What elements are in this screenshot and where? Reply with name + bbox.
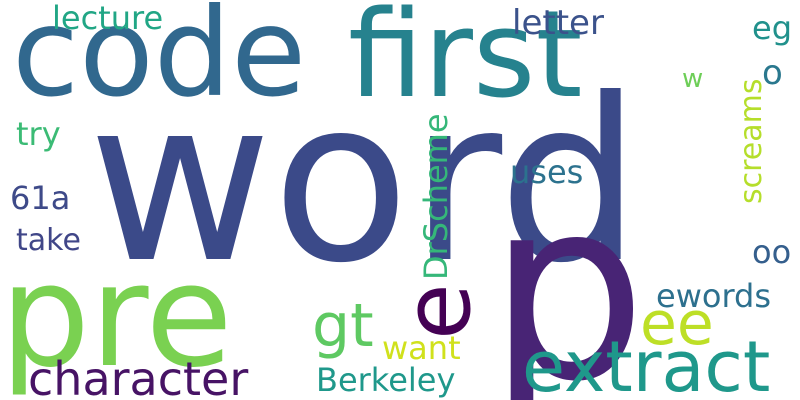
word-take: take	[16, 223, 81, 258]
word-ewords: ewords	[656, 277, 772, 315]
word-p: p	[488, 145, 647, 400]
word-code: code	[12, 0, 307, 124]
word-oo: oo	[752, 233, 792, 271]
word-61a: 61a	[10, 179, 71, 217]
word-screams-vertical: screams	[734, 78, 769, 205]
word-first: first	[348, 0, 583, 125]
word-character: character	[28, 352, 249, 400]
word-uses: uses	[510, 153, 584, 191]
word-try: try	[16, 115, 61, 153]
word-w: w	[682, 64, 704, 94]
word-pre: pre	[0, 234, 233, 399]
word-word: word	[88, 51, 642, 313]
word-eg: eg	[752, 9, 792, 47]
word-o: o	[762, 53, 783, 93]
word-want: want	[382, 329, 461, 367]
word-lecture: lecture	[52, 0, 164, 37]
word-berkeley: Berkeley	[316, 361, 456, 399]
word-gt: gt	[312, 291, 374, 361]
word-letter: letter	[512, 3, 604, 43]
word-ee: ee	[640, 289, 714, 359]
word-extract: extract	[522, 326, 771, 400]
word-drscheme-vertical: DrScheme	[417, 113, 455, 280]
